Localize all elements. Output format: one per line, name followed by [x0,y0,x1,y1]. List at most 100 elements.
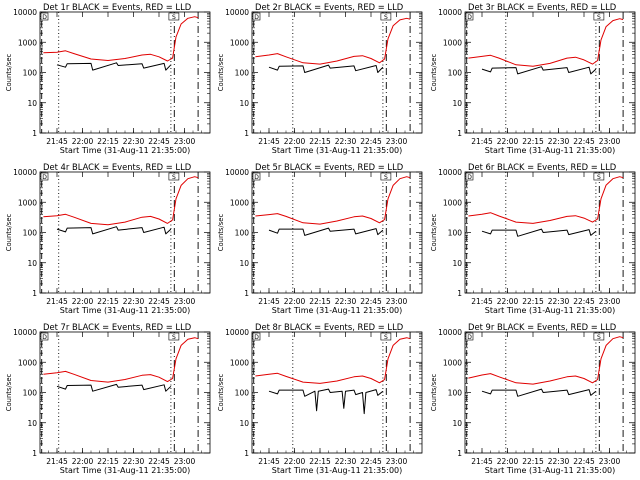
y-tick-label: 10 [239,419,249,428]
x-axis-label: Start Time (31-Aug-11 21:35:00) [272,466,403,475]
marker-letter: S [172,14,176,21]
events-series-line [481,66,597,75]
y-tick-label: 10 [239,99,249,108]
marker-box [593,12,605,21]
y-tick-label: 100 [448,389,463,398]
marker-letter: D [467,174,472,181]
marker-letter: S [384,174,388,181]
panel-3: Det 3r BLACK = Events, RED = LLD 1 10 100 10… [430,2,636,155]
marker-letter: S [597,174,601,181]
x-tick-label: 21:45 [258,137,280,146]
marker-letter: D [42,174,47,181]
panel-4: Det 4r BLACK = Events, RED = LLD 1 10 100 10… [5,162,211,315]
y-tick-label: 10000 [225,168,249,177]
x-tick-label: 22:15 [309,457,331,466]
lld-series-line [468,18,624,67]
x-axis-label: Start Time (31-Aug-11 21:35:00) [60,306,191,315]
x-tick-label: 23:00 [174,457,196,466]
chart-title: Det 8r BLACK = Events, RED = LLD [255,322,403,332]
y-tick-label: 100 [448,229,463,238]
marker-letter: D [42,14,47,21]
x-tick-label: 21:45 [46,137,68,146]
y-axis-label: Counts/sec [5,374,13,412]
marker-box [40,172,49,181]
y-tick-label: 1000 [443,358,462,367]
panel-2: Det 2r BLACK = Events, RED = LLD 1 10 100 10… [217,2,423,155]
y-tick-label: 1 [244,289,249,298]
x-tick-label: 22:45 [360,137,382,146]
events-series-line [268,227,384,236]
x-tick-label: 22:45 [573,297,595,306]
x-tick-label: 22:00 [497,137,519,146]
x-tick-label: 22:30 [548,297,570,306]
plot-frame [464,331,636,454]
x-tick-label: 22:00 [284,297,306,306]
marker-letter: D [254,174,259,181]
y-tick-label: 1 [457,129,462,138]
events-series-line [481,228,597,237]
lld-series-line [468,176,624,224]
y-tick-label: 1000 [443,38,462,47]
marker-box [168,172,180,181]
x-tick-label: 22:15 [522,137,544,146]
marker-letter: D [42,334,47,341]
x-tick-label: 22:00 [497,457,519,466]
events-series-line [56,226,172,235]
marker-letter: S [172,334,176,341]
x-tick-label: 22:00 [72,297,94,306]
x-tick-label: 22:00 [72,137,94,146]
y-tick-label: 10000 [438,8,462,17]
marker-letter: S [384,334,388,341]
x-axis-label: Start Time (31-Aug-11 21:35:00) [485,466,616,475]
x-tick-label: 23:00 [599,297,621,306]
marker-box [593,332,605,341]
panel-5: Det 5r BLACK = Events, RED = LLD 1 10 100 10… [217,162,423,315]
plot-frame [464,171,636,294]
chart-title: Det 4r BLACK = Events, RED = LLD [43,162,191,172]
chart-title: Det 9r BLACK = Events, RED = LLD [468,322,616,332]
marker-box [252,12,261,21]
x-tick-label: 21:45 [258,297,280,306]
x-tick-label: 22:30 [335,137,357,146]
x-tick-label: 22:45 [360,297,382,306]
x-tick-label: 22:30 [548,457,570,466]
x-axis-label: Start Time (31-Aug-11 21:35:00) [272,306,403,315]
y-tick-label: 1000 [230,358,249,367]
plot-frame [39,171,211,294]
y-tick-label: 1 [457,289,462,298]
x-tick-label: 22:45 [148,137,170,146]
marker-box [465,172,474,181]
panel-9: Det 9r BLACK = Events, RED = LLD 1 10 100 10… [430,322,636,475]
x-tick-label: 22:15 [97,297,119,306]
x-axis-label: Start Time (31-Aug-11 21:35:00) [60,466,191,475]
y-tick-label: 10 [239,259,249,268]
x-tick-label: 22:15 [309,137,331,146]
x-tick-label: 22:30 [123,297,145,306]
marker-box [465,12,474,21]
y-tick-label: 10 [452,259,462,268]
y-axis-label: Counts/sec [217,374,225,412]
y-tick-label: 1000 [18,38,37,47]
y-axis-label: Counts/sec [5,54,13,92]
x-tick-label: 22:15 [97,137,119,146]
marker-letter: D [254,334,259,341]
marker-box [40,12,49,21]
marker-box [168,332,180,341]
marker-box [168,12,180,21]
x-tick-label: 21:45 [46,297,68,306]
marker-letter: S [172,174,176,181]
x-tick-label: 22:00 [284,137,306,146]
x-tick-label: 23:00 [599,457,621,466]
marker-box [593,172,605,181]
y-tick-label: 1000 [18,358,37,367]
x-tick-label: 22:30 [335,457,357,466]
x-tick-label: 21:45 [471,137,493,146]
x-tick-label: 22:45 [573,137,595,146]
x-tick-label: 22:30 [548,137,570,146]
lld-series-line [468,336,624,385]
lld-series-line [255,17,411,65]
x-tick-label: 21:45 [258,457,280,466]
plot-frame [464,11,636,134]
lld-series-line [255,176,411,225]
y-tick-label: 10 [452,419,462,428]
